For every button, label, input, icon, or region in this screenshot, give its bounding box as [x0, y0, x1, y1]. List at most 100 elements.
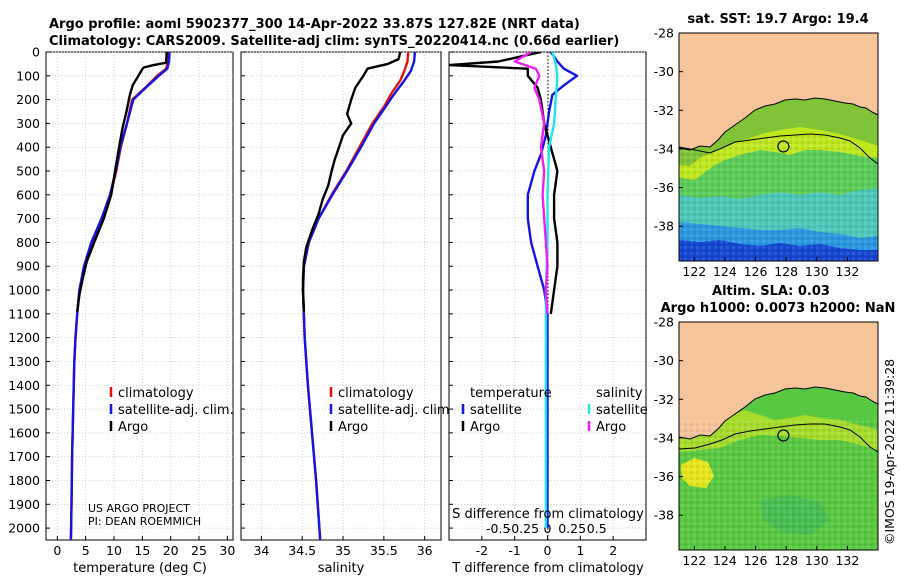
depth-tick-label: 2000 — [8, 521, 40, 536]
argo-position-circle — [777, 140, 790, 153]
map-y-tick-label: -30 — [654, 353, 674, 368]
depth-tick-label: 1300 — [8, 354, 40, 369]
legend-s-satellite: satellite — [596, 403, 648, 418]
legend-t-satellite: satellite — [470, 403, 522, 418]
map-y-tick-label: -30 — [654, 64, 674, 79]
difference-series — [449, 52, 579, 529]
legend-climatology: climatology — [338, 386, 414, 401]
depth-tick-label: 800 — [16, 235, 40, 250]
legend-title-temperature: temperature — [470, 386, 552, 401]
sla-argo-marker — [777, 429, 790, 442]
temperature-xlabel: temperature (deg C) — [73, 561, 207, 576]
depth-tick-label: 1600 — [8, 425, 40, 440]
legend-satellite: satellite-adj. clim. — [118, 403, 234, 418]
x-tick-label: 36 — [417, 543, 433, 558]
x-tick-label: 35.5 — [370, 543, 398, 558]
x-tick-label: 35 — [335, 543, 351, 558]
sst-argo-marker — [777, 140, 790, 153]
depth-tick-label: 0 — [32, 45, 40, 60]
sst-coastline — [678, 97, 879, 151]
x-tick-label: 15 — [134, 543, 150, 558]
x-tick-label: 10 — [106, 543, 122, 558]
series-line-argo — [76, 52, 168, 312]
x-tick-label: -1 — [508, 543, 520, 558]
depth-tick-label: 500 — [16, 164, 40, 179]
sst-map-panel: sat. SST: 19.7 Argo: 19.4 122 124 126 128 13… — [654, 12, 879, 280]
legend-argo: Argo — [338, 420, 368, 435]
map-y-tick-label: -38 — [654, 219, 674, 234]
map-y-tick-label: -32 — [654, 103, 674, 118]
map-x-tick-label: 122 — [682, 553, 706, 568]
depth-tick-label: 600 — [16, 187, 40, 202]
series-line-satellite-adj-clim- — [301, 52, 417, 540]
temperature-tick-labels: 0 5 10 15 20 25 30 — [53, 536, 235, 558]
sla-tick-labels: 122 124 126 128 130 132 -28 -30 -32 -34 -36 -38 — [654, 315, 860, 569]
figure-title-line2: Climatology: CARS2009. Satellite-adj cli… — [49, 34, 619, 49]
difference-panel: -2 -1 0 1 2 -0.5-0.25 0 0.25 0.5 T difference f… — [448, 51, 648, 576]
depth-tick-label: 1800 — [8, 473, 40, 488]
temperature-panel: 0100200300400500600700800900100011001200… — [8, 45, 235, 577]
series-line-argo — [301, 52, 402, 312]
figure-title-line1: Argo profile: aoml 5902377_300 14-Apr-20… — [49, 17, 580, 32]
sst-tick-labels: 122 124 126 128 130 132 -28 -30 -32 -34 -36 -38 — [654, 26, 860, 280]
map-y-tick-label: -36 — [654, 469, 674, 484]
series-line-satellite-adj-clim- — [69, 52, 171, 540]
depth-tick-label: 100 — [16, 68, 40, 83]
x-tick-label: 2 — [609, 543, 617, 558]
sst-axes-frame — [678, 32, 879, 262]
x-tick-label: 5 — [82, 543, 90, 558]
sst-map-title: sat. SST: 19.7 Argo: 19.4 — [687, 12, 868, 27]
depth-tick-label: 900 — [16, 259, 40, 274]
credit-text: ©IMOS 19-Apr-2022 11:39:28 — [882, 359, 897, 545]
depth-tick-label: 1500 — [8, 402, 40, 417]
legend-climatology: climatology — [118, 386, 194, 401]
depth-tick-labels: 0 100 200 300 400 500 600 700 800 900 1000 1100 1200… — [8, 45, 40, 536]
depth-tick-label: 1000 — [8, 283, 40, 298]
map-x-tick-label: 128 — [774, 553, 798, 568]
map-x-tick-label: 124 — [713, 264, 737, 279]
sla-coastline — [678, 386, 879, 440]
depth-tick-label: 1200 — [8, 330, 40, 345]
sla-axes-frame — [678, 321, 879, 551]
sla-contour — [678, 423, 879, 453]
map-x-tick-label: 132 — [835, 264, 859, 279]
project-line2: PI: DEAN ROEMMICH — [88, 515, 201, 528]
sst-contour — [678, 133, 879, 165]
depth-tick-label: 300 — [16, 116, 40, 131]
sla-map-panel: Altim. SLA: 0.03 Argo h1000: 0.0073 h200… — [654, 284, 896, 568]
depth-tick-label: 1100 — [8, 306, 40, 321]
x-tick-label: 1 — [576, 543, 584, 558]
map-x-tick-label: 132 — [835, 553, 859, 568]
map-x-tick-label: 128 — [774, 264, 798, 279]
salinity-axes-frame — [240, 51, 442, 541]
depth-tick-label: 1400 — [8, 378, 40, 393]
salinity-series — [301, 52, 417, 540]
sla-map-title: Altim. SLA: 0.03 — [712, 284, 830, 299]
x-tick-label: 0 — [53, 543, 61, 558]
t-difference-tick-labels: -2 -1 0 1 2 — [476, 536, 617, 558]
argo-position-circle — [777, 429, 790, 442]
sst-texture — [679, 134, 878, 261]
x-tick-label: 0 — [544, 543, 552, 558]
series-line-t-argo — [449, 52, 559, 315]
temperature-axes-frame — [45, 51, 234, 541]
depth-tick-label: 1900 — [8, 497, 40, 512]
map-y-tick-label: -36 — [654, 180, 674, 195]
x-tick-label: -2 — [476, 543, 488, 558]
temperature-legend: climatology satellite-adj. clim. Argo — [109, 386, 234, 435]
map-x-tick-label: 124 — [713, 553, 737, 568]
depth-tick-label: 700 — [16, 211, 40, 226]
legend-satellite: satellite-adj. clim. — [338, 403, 454, 418]
legend-title-salinity: salinity — [596, 386, 643, 401]
map-y-tick-label: -28 — [654, 26, 674, 41]
map-x-tick-label: 130 — [805, 553, 829, 568]
map-x-tick-label: 130 — [805, 264, 829, 279]
legend-argo: Argo — [118, 420, 148, 435]
temperature-grid — [46, 51, 233, 540]
project-line1: US ARGO PROJECT — [88, 502, 190, 515]
series-line-s-satellite — [544, 52, 559, 529]
sla-map-subtitle: Argo h1000: 0.0073 h2000: NaN — [661, 301, 896, 316]
legend-s-argo: Argo — [596, 420, 626, 435]
legend-t-argo: Argo — [470, 420, 500, 435]
difference-legend: temperature salinity satellite Argo sate… — [461, 386, 648, 435]
